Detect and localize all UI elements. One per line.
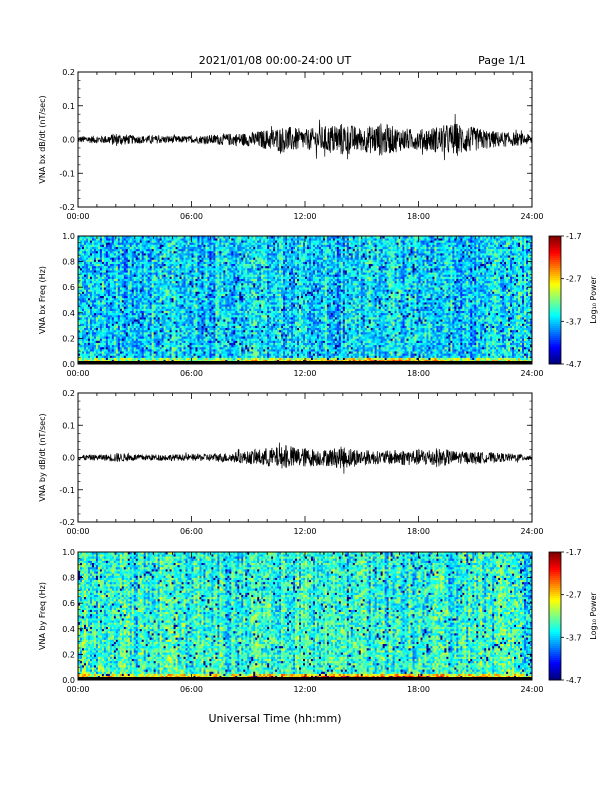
- x-axis-label: Universal Time (hh:mm): [209, 712, 342, 725]
- y-tick-label: 0.0: [62, 454, 75, 463]
- x-tick-label: 18:00: [407, 527, 430, 536]
- colorbar-tick-label: -4.7: [566, 676, 582, 685]
- y-tick-label: 0.4: [62, 309, 75, 318]
- y-tick-label: 0.6: [62, 599, 75, 608]
- time-series-panel: 0.2 0.1 0.0 -0.1 -0.200:00 06:00 12:00 18:00 24:…: [38, 68, 544, 221]
- colorbar-tick-label: -3.7: [566, 633, 582, 642]
- spectrogram-panel: -1.7 -2.7 -3.7 -4.7 Log₁₀ Power 1.0 0.8 0.6 0.4 0…: [38, 548, 598, 694]
- x-tick-label: 12:00: [293, 212, 316, 221]
- y-tick-label: 0.8: [62, 258, 75, 267]
- x-tick-label: 12:00: [293, 369, 316, 378]
- colorbar-tick-label: -2.7: [566, 275, 582, 284]
- y-tick-label: -0.2: [59, 518, 75, 527]
- x-tick-label: 06:00: [180, 369, 203, 378]
- x-tick-label: 06:00: [180, 685, 203, 694]
- y-tick-label: -0.1: [59, 169, 75, 178]
- x-tick-label: 24:00: [520, 212, 543, 221]
- x-tick-label: 24:00: [520, 369, 543, 378]
- y-tick-label: 0.1: [62, 102, 75, 111]
- y-tick-label: 0.1: [62, 421, 75, 430]
- x-tick-label: 18:00: [407, 212, 430, 221]
- x-tick-label: 12:00: [293, 527, 316, 536]
- y-tick-label: 0.0: [62, 360, 75, 369]
- x-tick-label: 06:00: [180, 212, 203, 221]
- y-tick-label: 0.2: [62, 334, 75, 343]
- y-tick-label: 1.0: [62, 548, 75, 557]
- y-tick-label: 1.0: [62, 232, 75, 241]
- y-tick-label: -0.2: [59, 203, 75, 212]
- y-tick-label: 0.4: [62, 625, 75, 634]
- x-tick-label: 00:00: [66, 212, 89, 221]
- colorbar-tick-label: -4.7: [566, 360, 582, 369]
- colorbar-tick-label: -1.7: [566, 232, 582, 241]
- x-tick-label: 12:00: [293, 685, 316, 694]
- colorbar-tick-label: -1.7: [566, 548, 582, 557]
- spectrogram-cells: [78, 552, 533, 681]
- colorbar-label: Log₁₀ Power: [589, 276, 598, 324]
- time-series-panel: 0.2 0.1 0.0 -0.1 -0.200:00 06:00 12:00 18:00 24:…: [38, 389, 544, 536]
- y-axis-label: VNA by dB/dt (nT/sec): [38, 413, 47, 501]
- x-tick-label: 00:00: [66, 527, 89, 536]
- x-tick-label: 06:00: [180, 527, 203, 536]
- colorbar-label: Log₁₀ Power: [589, 592, 598, 640]
- y-tick-label: 0.6: [62, 283, 75, 292]
- y-tick-label: -0.1: [59, 486, 75, 495]
- page-title: 2021/01/08 00:00-24:00 UT: [199, 54, 352, 67]
- y-tick-label: 0.2: [62, 389, 75, 398]
- y-axis-label: VNA by Freq (Hz): [38, 582, 47, 650]
- colorbar: -1.7 -2.7 -3.7 -4.7 Log₁₀ Power: [548, 548, 598, 685]
- y-tick-label: 0.2: [62, 650, 75, 659]
- x-tick-label: 18:00: [407, 685, 430, 694]
- panels: 0.20.10.0-0.1-0.200:00 06:00 12:00 18:00 24:…: [38, 68, 598, 694]
- y-axis-label: VNA bx dB/dt (nT/sec): [38, 95, 47, 183]
- x-tick-label: 18:00: [407, 369, 430, 378]
- page-number: Page 1/1: [478, 54, 526, 67]
- y-tick-label: 0.0: [62, 676, 75, 685]
- x-tick-label: 24:00: [520, 527, 543, 536]
- series-line: [77, 114, 533, 161]
- colorbar: -1.7 -2.7 -3.7 -4.7 Log₁₀ Power: [548, 232, 598, 369]
- x-tick-label: 00:00: [66, 685, 89, 694]
- x-tick-label: 00:00: [66, 369, 89, 378]
- y-tick-label: 0.8: [62, 574, 75, 583]
- spectrogram-panel: -1.7 -2.7 -3.7 -4.7 Log₁₀ Power 1.0 0.8 0.6 0.4 0…: [38, 232, 598, 378]
- y-axis-label: VNA bx Freq (Hz): [38, 266, 47, 334]
- colorbar-tick-label: -3.7: [566, 317, 582, 326]
- y-tick-label: 0.2: [62, 68, 75, 77]
- x-tick-label: 24:00: [520, 685, 543, 694]
- series-line: [77, 442, 533, 474]
- y-tick-label: 0.0: [62, 136, 75, 145]
- colorbar-tick-label: -2.7: [566, 591, 582, 600]
- spectrogram-cells: [78, 236, 533, 365]
